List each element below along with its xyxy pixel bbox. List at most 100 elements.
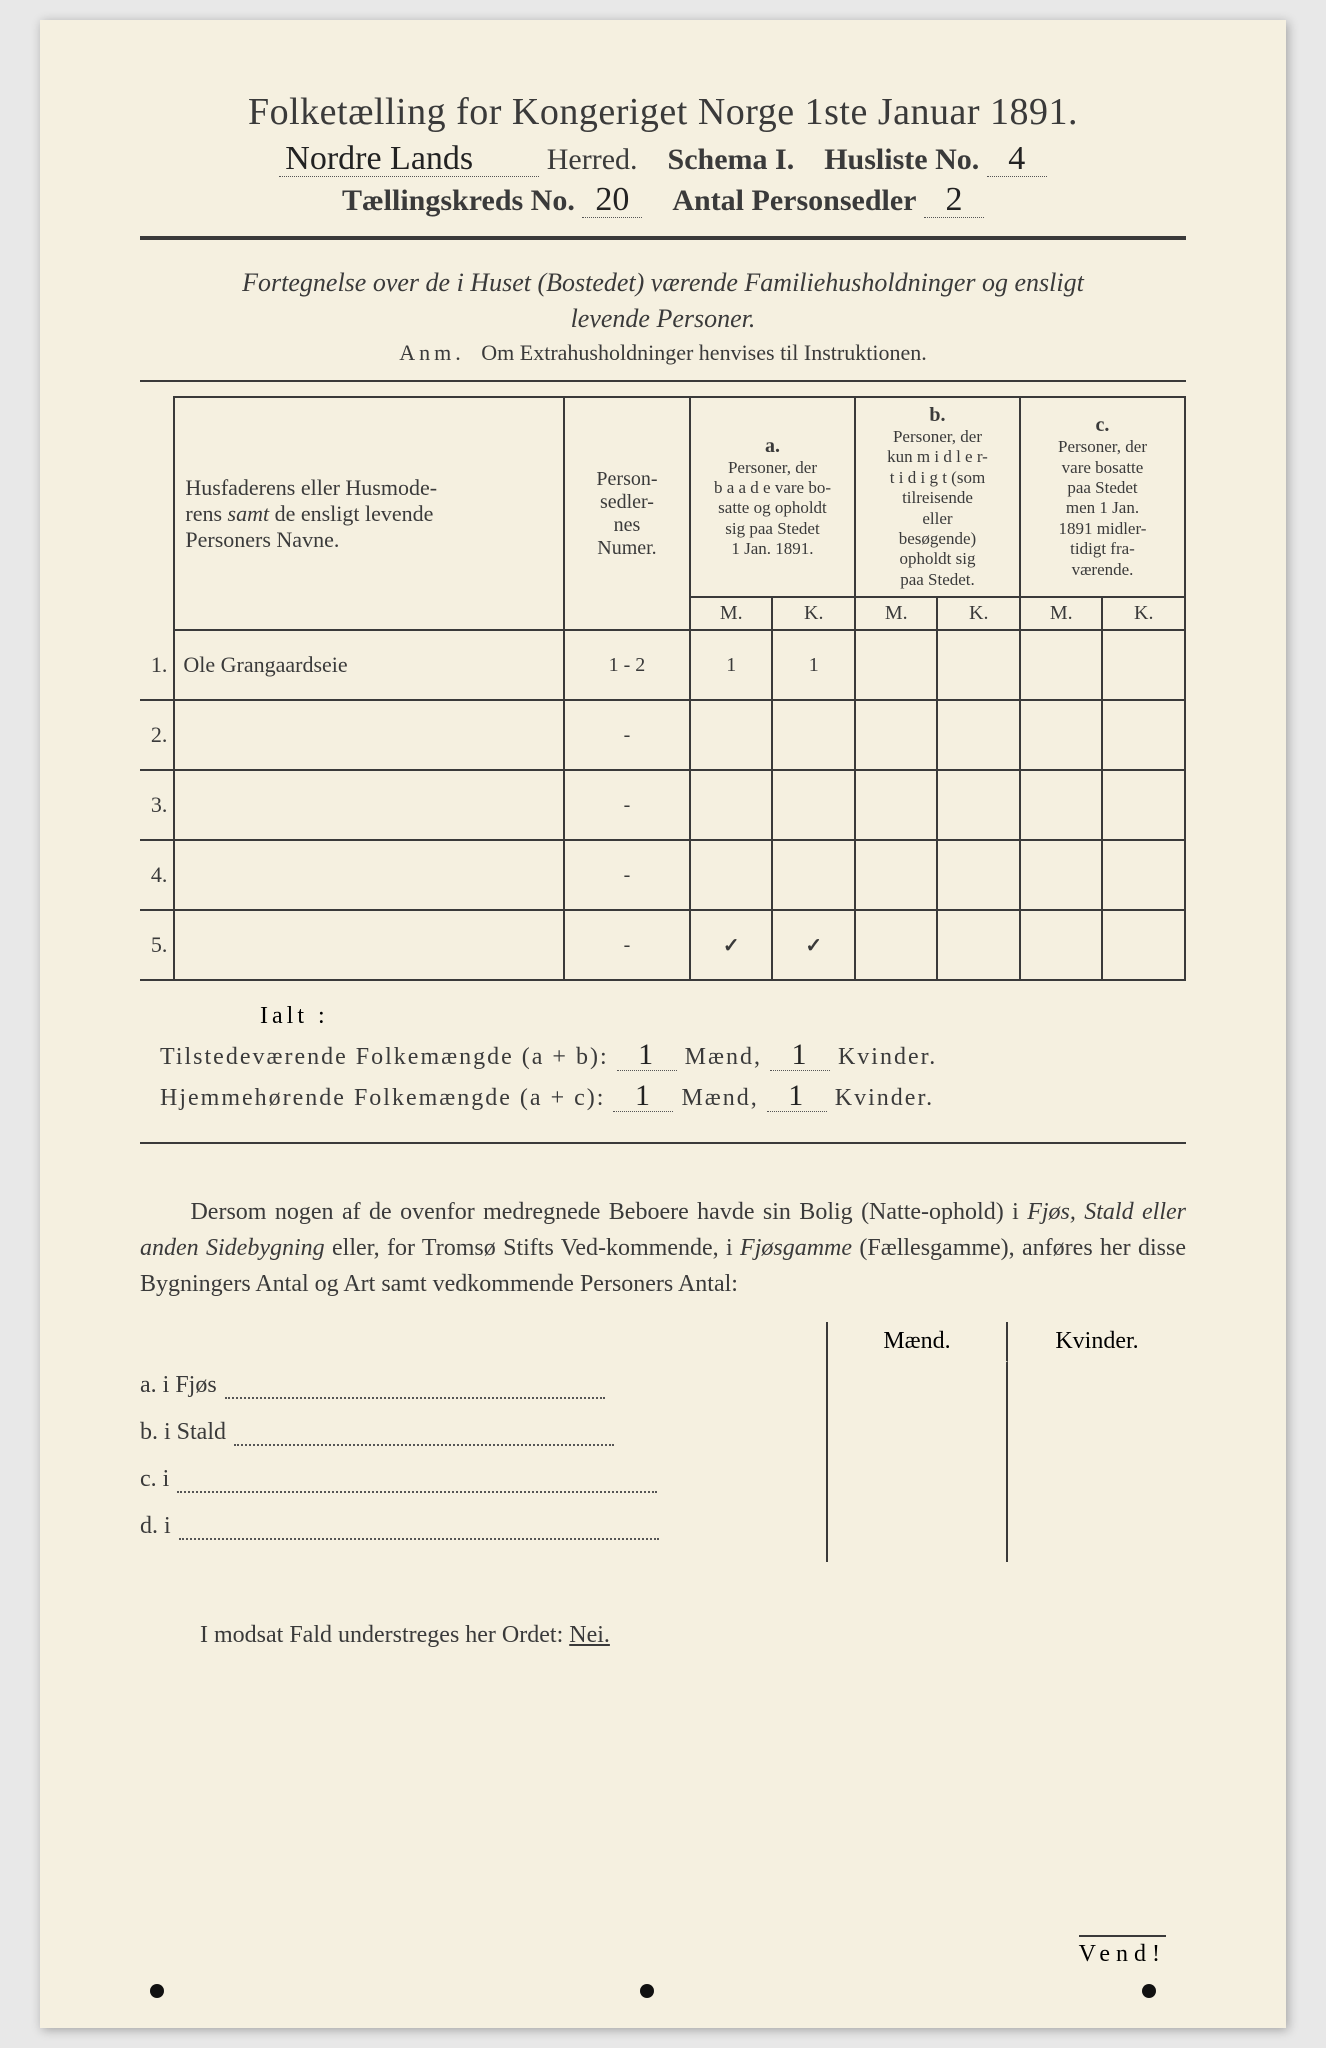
totals-l2-m: 1 bbox=[613, 1081, 673, 1112]
maend-label: Mænd, bbox=[681, 1085, 758, 1111]
outbuilding-right: Mænd. Kvinder. bbox=[826, 1322, 1186, 1562]
row-ak bbox=[772, 840, 855, 910]
row-num: - bbox=[564, 770, 690, 840]
col-a-k: K. bbox=[772, 597, 855, 630]
anm-label: Anm. bbox=[399, 340, 465, 365]
table-header-row: Husfaderens eller Husmode-rens samt de e… bbox=[140, 397, 1185, 597]
ob-label: c. i bbox=[140, 1466, 169, 1492]
table-row: 2. - bbox=[140, 700, 1185, 770]
dotted-line bbox=[225, 1393, 605, 1399]
antal-value: 2 bbox=[924, 183, 984, 218]
row-number: 5. bbox=[140, 910, 174, 980]
row-am bbox=[690, 770, 773, 840]
hole-punch-icon bbox=[640, 1984, 654, 1998]
divider bbox=[140, 236, 1186, 240]
totals-l2-label: Hjemmehørende Folkemængde (a + c): bbox=[160, 1085, 605, 1111]
col-b-header: b. Personer, derkun m i d l e r-t i d i … bbox=[855, 397, 1020, 597]
divider bbox=[140, 380, 1186, 382]
col-name-header: Husfaderens eller Husmode-rens samt de e… bbox=[174, 397, 564, 630]
row-number: 1. bbox=[140, 630, 174, 700]
col-b-label: b. bbox=[862, 404, 1013, 427]
row-name bbox=[174, 700, 564, 770]
outbuilding-section: a. i Fjøs b. i Stald c. i d. i Mænd. Kvinde… bbox=[140, 1322, 1186, 1562]
dotted-line bbox=[234, 1440, 614, 1446]
ialt-label: Ialt : bbox=[260, 1003, 1186, 1030]
schema-label: Schema I. bbox=[668, 143, 795, 176]
row-number: 2. bbox=[140, 700, 174, 770]
row-bk bbox=[937, 770, 1020, 840]
totals-l1-m: 1 bbox=[617, 1040, 677, 1071]
blank-corner bbox=[140, 397, 174, 597]
row-am bbox=[690, 700, 773, 770]
ob-label: a. i Fjøs bbox=[140, 1372, 217, 1398]
row-ck bbox=[1102, 840, 1185, 910]
row-name bbox=[174, 770, 564, 840]
col-c-text: Personer, dervare bosattepaa Stedetmen 1… bbox=[1027, 437, 1178, 580]
maend-label: Mænd, bbox=[685, 1044, 762, 1070]
col-b-m: M. bbox=[855, 597, 938, 630]
outbuilding-paragraph: Dersom nogen af de ovenfor medregnede Be… bbox=[140, 1194, 1186, 1302]
col-a-header: a. Personer, derb a a d e vare bo-satte … bbox=[690, 397, 855, 597]
col-a-m: M. bbox=[690, 597, 773, 630]
row-num: - bbox=[564, 700, 690, 770]
vend-label: Vend! bbox=[1079, 1935, 1166, 1968]
col-b-text: Personer, derkun m i d l e r-t i d i g t… bbox=[862, 427, 1013, 590]
col-c-k: K. bbox=[1102, 597, 1185, 630]
row-bk bbox=[937, 910, 1020, 980]
page-title: Folketælling for Kongeriget Norge 1ste J… bbox=[140, 90, 1186, 134]
kreds-value: 20 bbox=[582, 183, 642, 218]
table-row: 3. - bbox=[140, 770, 1185, 840]
row-ak: ✓ bbox=[772, 910, 855, 980]
anm-text: Om Extrahusholdninger henvises til Instr… bbox=[481, 340, 926, 365]
totals-l2-k: 1 bbox=[767, 1081, 827, 1112]
ob-label: b. i Stald bbox=[140, 1419, 226, 1445]
anm-line: Anm. Om Extrahusholdninger henvises til … bbox=[140, 340, 1186, 366]
outbuilding-row: b. i Stald bbox=[140, 1409, 826, 1456]
col-c-label: c. bbox=[1027, 414, 1178, 437]
row-num: - bbox=[564, 840, 690, 910]
col-c-header: c. Personer, dervare bosattepaa Stedetme… bbox=[1020, 397, 1185, 597]
row-number: 3. bbox=[140, 770, 174, 840]
herred-label: Herred. bbox=[547, 143, 638, 176]
row-cm bbox=[1020, 840, 1103, 910]
row-cm bbox=[1020, 910, 1103, 980]
outbuilding-row: a. i Fjøs bbox=[140, 1362, 826, 1409]
table-row: 5.-✓✓ bbox=[140, 910, 1185, 980]
row-ck bbox=[1102, 700, 1185, 770]
row-bk bbox=[937, 700, 1020, 770]
row-ck bbox=[1102, 910, 1185, 980]
col-a-label: a. bbox=[697, 435, 848, 458]
row-bm bbox=[855, 910, 938, 980]
dotted-line bbox=[179, 1534, 659, 1540]
nei-line: I modsat Fald understreges her Ordet: Ne… bbox=[200, 1622, 1186, 1649]
row-bk bbox=[937, 840, 1020, 910]
row-ck bbox=[1102, 770, 1185, 840]
row-num: - bbox=[564, 910, 690, 980]
antal-label: Antal Personsedler bbox=[672, 184, 916, 217]
col-a-text: Personer, derb a a d e vare bo-satte og … bbox=[697, 458, 848, 560]
description-line1: Fortegnelse over de i Huset (Bostedet) v… bbox=[140, 268, 1186, 298]
mk-m-label: Mænd. bbox=[828, 1322, 1008, 1362]
nei-text: I modsat Fald understreges her Ordet: bbox=[200, 1622, 569, 1648]
outbuilding-row: c. i bbox=[140, 1456, 826, 1503]
nei-word: Nei. bbox=[569, 1622, 610, 1648]
husliste-value: 4 bbox=[987, 142, 1047, 177]
row-ck bbox=[1102, 630, 1185, 700]
hole-punch-icon bbox=[150, 1984, 164, 1998]
herred-value: Nordre Lands bbox=[279, 142, 539, 177]
household-table: Husfaderens eller Husmode-rens samt de e… bbox=[140, 396, 1186, 981]
row-am: 1 bbox=[690, 630, 773, 700]
row-ak bbox=[772, 770, 855, 840]
row-ak bbox=[772, 700, 855, 770]
row-number: 4. bbox=[140, 840, 174, 910]
row-num: 1 - 2 bbox=[564, 630, 690, 700]
outbuilding-left: a. i Fjøs b. i Stald c. i d. i bbox=[140, 1322, 826, 1562]
mk-header: Mænd. Kvinder. bbox=[828, 1322, 1186, 1362]
outbuilding-row: d. i bbox=[140, 1503, 826, 1550]
col-b-k: K. bbox=[937, 597, 1020, 630]
totals-line-1: Tilstedeværende Folkemængde (a + b): 1 M… bbox=[160, 1040, 1186, 1071]
totals-line-2: Hjemmehørende Folkemængde (a + c): 1 Mæn… bbox=[160, 1081, 1186, 1112]
census-form-page: Folketælling for Kongeriget Norge 1ste J… bbox=[40, 20, 1286, 2028]
row-bm bbox=[855, 630, 938, 700]
col-num-header: Person-sedler-nesNumer. bbox=[564, 397, 690, 630]
